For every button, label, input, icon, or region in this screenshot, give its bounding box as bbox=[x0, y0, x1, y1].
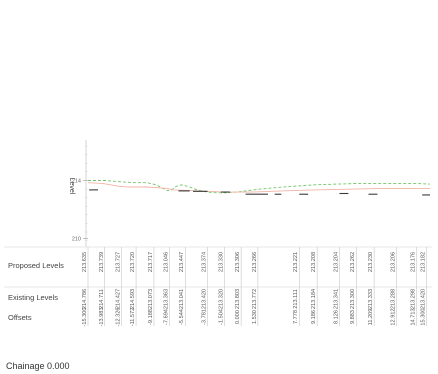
table-cell-proposed: 213.374 bbox=[202, 252, 208, 272]
table-cell-offset: 8.126 bbox=[333, 310, 339, 324]
table-cell-offset: -3.781 bbox=[202, 309, 208, 325]
table-cell-offset: 9.186 bbox=[311, 310, 317, 324]
table-cell-proposed: 213.330 bbox=[218, 252, 224, 272]
table-cell-offset: 9.883 bbox=[350, 310, 356, 324]
table-cell-offset: -7.694 bbox=[164, 309, 170, 325]
row-label: Existing Levels bbox=[8, 293, 58, 302]
series-line-2 bbox=[87, 182, 430, 193]
table-cell-existing: 213.298 bbox=[411, 289, 417, 309]
table-cell-existing: 213.184 bbox=[311, 289, 317, 309]
table-cell-proposed: 213.221 bbox=[293, 252, 299, 272]
table-cell-existing: 213.041 bbox=[179, 289, 185, 309]
table-cell-offset: -12.326 bbox=[116, 308, 122, 327]
table-cell-offset: -1.504 bbox=[218, 309, 224, 325]
table-cell-offset: -5.544 bbox=[179, 309, 185, 325]
table-cell-offset: 0.000 bbox=[235, 310, 241, 324]
row-label: Offsets bbox=[8, 313, 32, 322]
table-cell-existing: 214.427 bbox=[116, 289, 122, 309]
table-cell-existing: 213.111 bbox=[293, 289, 299, 308]
table-cell-offset: 1.530 bbox=[252, 310, 258, 324]
table-cell-proposed: 213.717 bbox=[148, 252, 154, 272]
table-cell-proposed: 213.266 bbox=[252, 252, 258, 272]
table-cell-proposed: 213.739 bbox=[99, 252, 105, 272]
table-cell-offset: -11.572 bbox=[130, 308, 136, 327]
table-cell-existing: 213.300 bbox=[350, 289, 356, 309]
table-cell-existing: 214.593 bbox=[130, 289, 136, 309]
table-cell-existing: 213.333 bbox=[368, 289, 374, 309]
table-cell-existing: 213.803 bbox=[235, 289, 241, 309]
table-cell-offset: -9.188 bbox=[148, 309, 154, 325]
table-cell-proposed: 213.206 bbox=[390, 252, 396, 272]
table-cell-offset: 11.209 bbox=[368, 309, 374, 326]
table-cell-proposed: 213.727 bbox=[116, 252, 122, 272]
table-cell-proposed: 213.447 bbox=[179, 252, 185, 272]
data-table: Proposed Levels Existing Levels Offsets 213… bbox=[4, 246, 432, 327]
chainage-label: Chainage 0.000 bbox=[6, 361, 70, 371]
table-cell-proposed: 213.208 bbox=[311, 252, 317, 272]
y-axis-title: Level bbox=[68, 178, 75, 195]
table-cell-existing: 213.363 bbox=[164, 289, 170, 309]
table-cell-proposed: 213.262 bbox=[350, 252, 356, 272]
series-line-1 bbox=[88, 180, 431, 194]
y-axis: 214 210 Level bbox=[68, 140, 88, 247]
table-cell-existing: 214.711 bbox=[99, 289, 105, 309]
y-tick-label: 214 bbox=[72, 178, 81, 184]
plot-area bbox=[87, 180, 431, 196]
table-cell-offset: -13.983 bbox=[99, 308, 105, 327]
table-cell-proposed: 213.182 bbox=[421, 252, 427, 272]
table-cell-existing: 213.073 bbox=[148, 289, 154, 309]
table-cell-proposed: 213.635 bbox=[82, 252, 88, 272]
table-cell-proposed: 213.046 bbox=[164, 252, 170, 272]
table-cell-existing: 213.320 bbox=[218, 289, 224, 309]
table-cell-existing: 214.786 bbox=[82, 289, 88, 309]
table-cell-offset: 12.912 bbox=[390, 308, 396, 325]
table-cell-offset: 14.713 bbox=[411, 308, 417, 325]
table-cell-proposed: 213.230 bbox=[368, 252, 374, 272]
table-cell-existing: 213.341 bbox=[333, 289, 339, 309]
table-cell-existing: 213.772 bbox=[252, 289, 258, 309]
y-tick-label: 210 bbox=[72, 236, 81, 242]
table-cell-proposed: 213.176 bbox=[411, 252, 417, 272]
row-label: Proposed Levels bbox=[8, 261, 64, 270]
table-cell-proposed: 213.204 bbox=[333, 252, 339, 272]
table-cell-offset: 15.300 bbox=[421, 308, 427, 325]
table-cell-proposed: 213.720 bbox=[130, 252, 136, 272]
table-cell-offset: 7.778 bbox=[293, 310, 299, 324]
table-cell-offset: -15.300 bbox=[82, 308, 88, 327]
table-cell-existing: 213.420 bbox=[421, 289, 427, 309]
table-cell-proposed: 213.306 bbox=[235, 252, 241, 272]
table-cell-existing: 213.288 bbox=[390, 289, 396, 309]
table-cell-existing: 213.420 bbox=[202, 289, 208, 309]
